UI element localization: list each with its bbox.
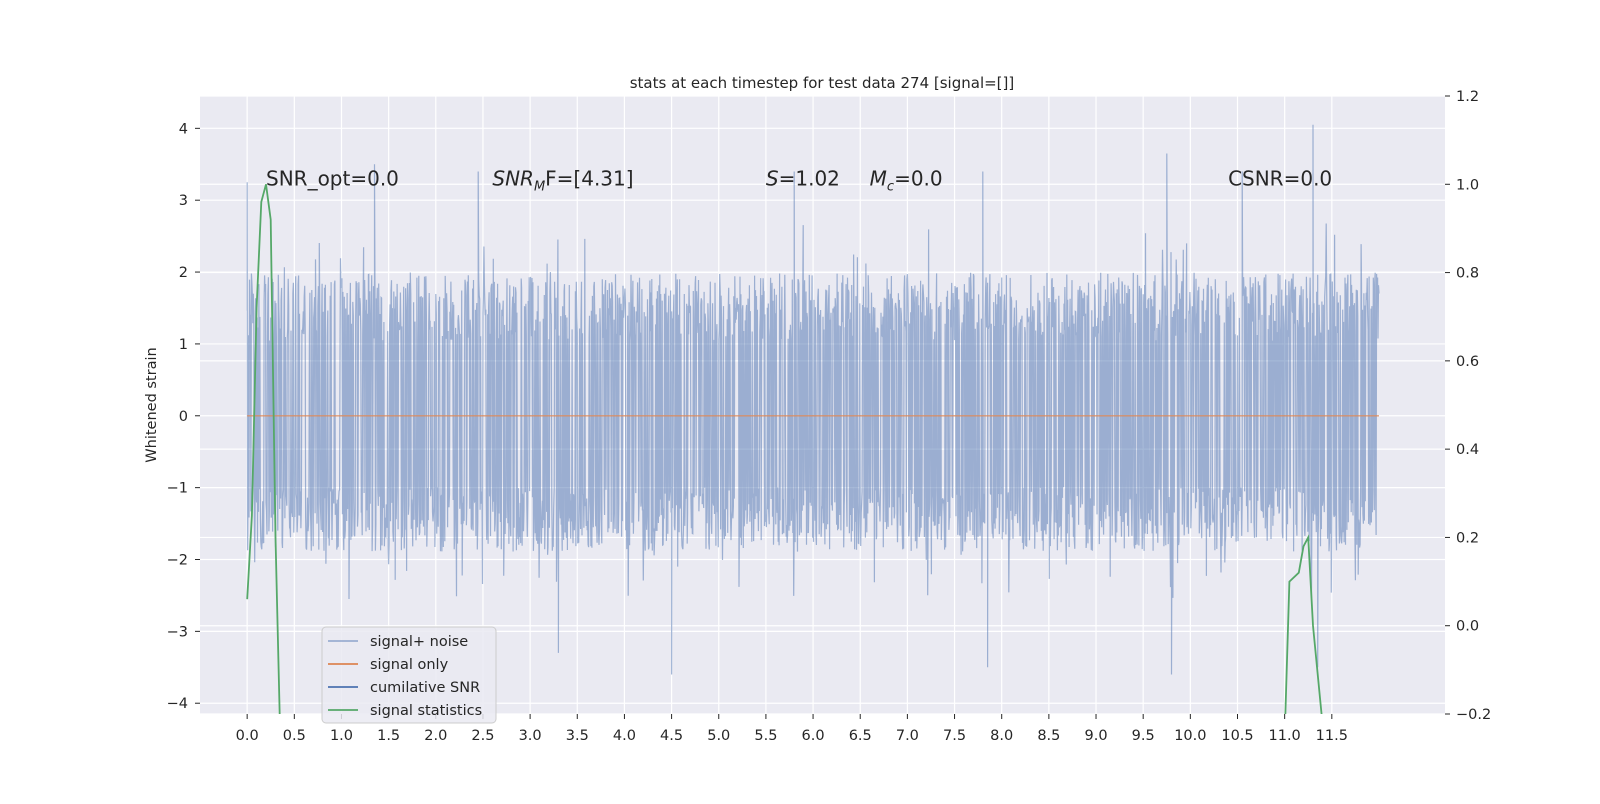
x-tick-label: 2.0 [424, 728, 447, 744]
legend-label: signal+ noise [370, 634, 468, 650]
x-tick-label: 6.0 [802, 728, 825, 744]
x-tick-label: 7.0 [896, 728, 919, 744]
x-tick-label: 7.5 [943, 728, 966, 744]
series-signal-statistics [246, 184, 281, 714]
x-tick-label: 4.0 [613, 728, 636, 744]
y2-tick-label: 0.4 [1456, 442, 1479, 458]
x-tick-label: 11.5 [1316, 728, 1348, 744]
legend-label: signal statistics [370, 703, 482, 719]
series-layer [246, 124, 1380, 714]
y-tick-label: 4 [179, 121, 188, 137]
x-tick-label: 6.5 [849, 728, 872, 744]
y2-tick-label: 0.8 [1456, 266, 1479, 282]
x-tick-label: 0.5 [283, 728, 306, 744]
x-tick-label: 10.0 [1174, 728, 1206, 744]
chart-title: stats at each timestep for test data 274… [630, 74, 1015, 92]
y-tick-label: −1 [167, 481, 188, 497]
y-axis-ticks: −4 −3 −2 −1 0 1 2 3 4 [167, 121, 200, 712]
stat-annotation: S=1.02 [766, 167, 840, 191]
y2-tick-label: 0.0 [1456, 619, 1479, 635]
x-tick-label: 1.5 [377, 728, 400, 744]
y-tick-label: 0 [179, 409, 188, 425]
y-tick-label: −4 [167, 696, 188, 712]
x-tick-label: 5.5 [754, 728, 777, 744]
x-tick-label: 9.5 [1132, 728, 1155, 744]
y2-tick-label: 1.2 [1456, 89, 1479, 105]
x-tick-label: 2.5 [471, 728, 494, 744]
x-tick-label: 5.0 [707, 728, 730, 744]
y2-tick-label: 0.2 [1456, 530, 1479, 546]
y-tick-label: 1 [179, 337, 188, 353]
x-tick-label: 11.0 [1269, 728, 1301, 744]
x-tick-label: 10.5 [1221, 728, 1253, 744]
y-tick-label: −2 [167, 553, 188, 569]
y2-tick-label: 0.6 [1456, 354, 1479, 370]
annotations: SNR_opt=0.0 SNRMF=[4.31] S=1.02 Mc=0.0 CSNR=… [266, 167, 1332, 195]
x-tick-label: 9.0 [1084, 728, 1107, 744]
legend: signal+ noise signal only cumilative SNR si… [321, 626, 497, 724]
y2-axis-ticks: −0.2 0.0 0.2 0.4 0.6 0.8 1.0 1.2 [1445, 89, 1491, 723]
series-signal-noise [246, 124, 1380, 675]
series-signal-statistics [1284, 534, 1323, 714]
y-axis-label: Whitened strain [144, 347, 160, 462]
x-axis-ticks: 0.0 0.5 1.0 1.5 2.0 2.5 3.0 3.5 4.0 4.5 5.0 5.5 6.0 6… [236, 714, 1348, 744]
stat-annotation: CSNR=0.0 [1228, 167, 1332, 191]
legend-label: signal only [370, 657, 449, 673]
y-tick-label: −3 [167, 624, 188, 640]
legend-label: cumilative SNR [370, 680, 480, 696]
x-tick-label: 8.5 [1037, 728, 1060, 744]
x-tick-label: 3.5 [566, 728, 589, 744]
stat-annotation: SNRMF=[4.31] [492, 167, 633, 195]
x-tick-label: 3.0 [519, 728, 542, 744]
x-tick-label: 1.0 [330, 728, 353, 744]
y2-tick-label: 1.0 [1456, 177, 1479, 193]
stat-annotation: Mc=0.0 [870, 167, 943, 195]
stat-annotation: SNR_opt=0.0 [266, 167, 399, 191]
y-tick-label: 2 [179, 265, 188, 281]
legend-box [321, 626, 497, 724]
y2-tick-label: −0.2 [1456, 707, 1491, 723]
x-tick-label: 4.5 [660, 728, 683, 744]
x-tick-label: 8.0 [990, 728, 1013, 744]
y-tick-label: 3 [179, 193, 188, 209]
x-tick-label: 0.0 [236, 728, 259, 744]
